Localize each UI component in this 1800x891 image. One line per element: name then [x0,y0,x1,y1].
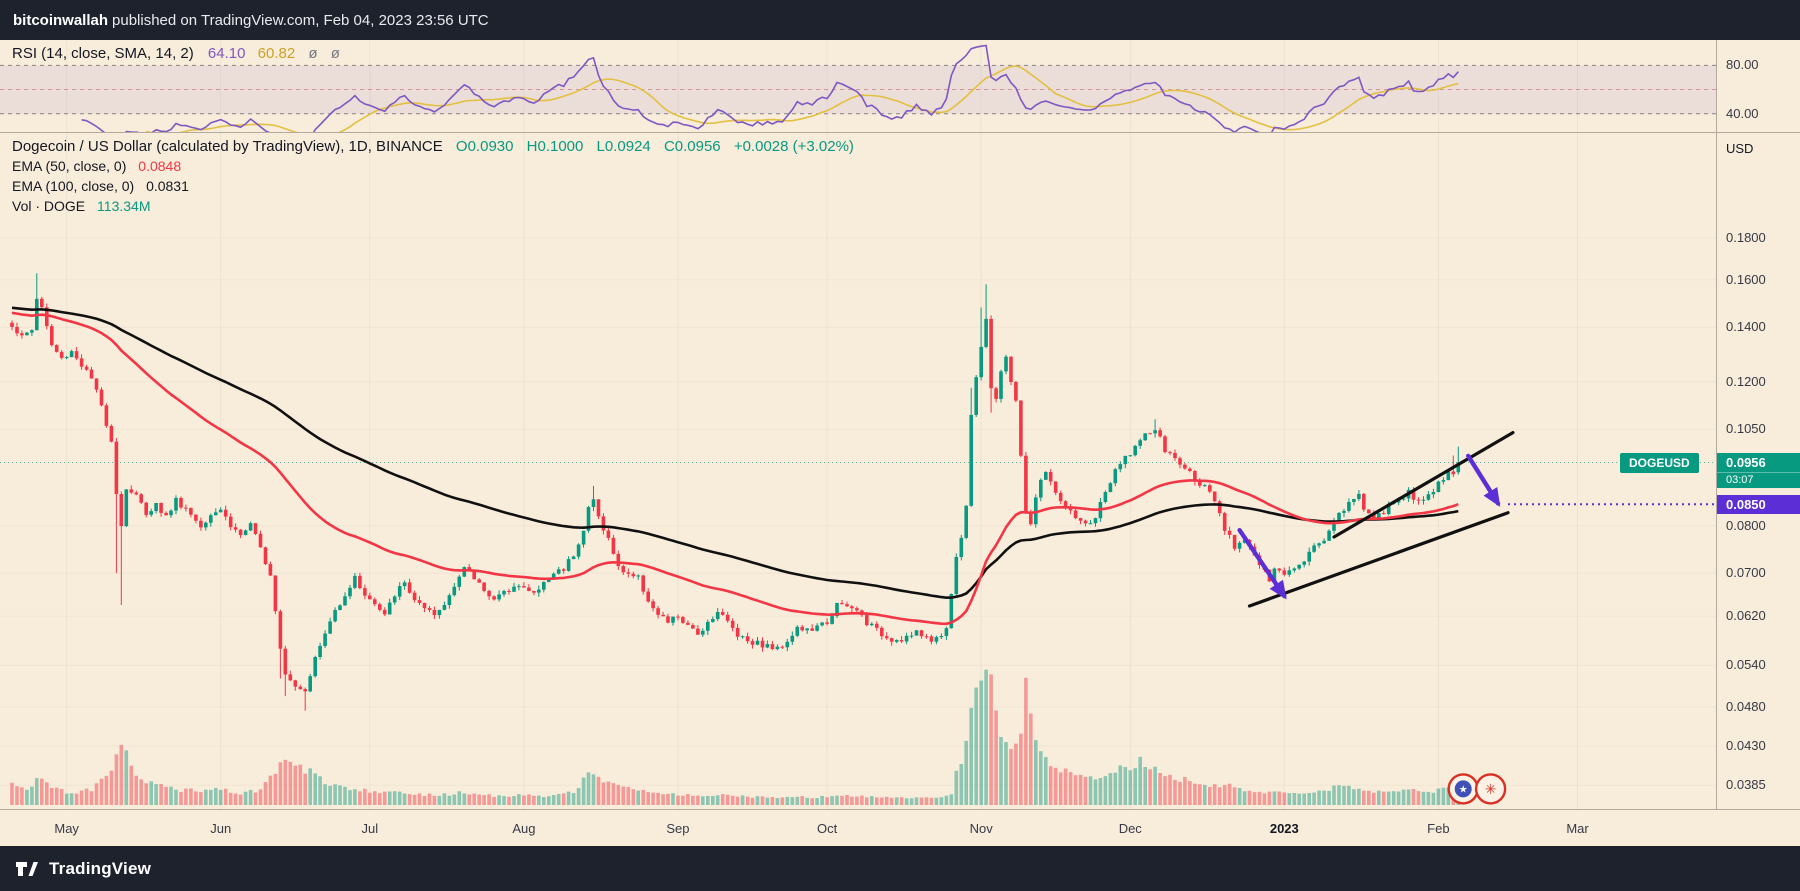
publication-header: bitcoinwallah published on TradingView.c… [0,0,1800,40]
brand-wordmark[interactable]: TradingView [49,858,152,878]
low-value: L0.0924 [596,138,651,155]
rsi-panel: RSI (14, close, SMA, 14, 2) 64.10 60.82 … [0,40,1800,133]
bar-countdown: 03:07 [1717,471,1800,488]
price-tick-label: 0.0620 [1726,608,1766,624]
time-tick-label: May [54,821,79,836]
price-chart-canvas[interactable]: ★ ✳ [0,133,1716,810]
svg-text:★: ★ [1459,784,1468,795]
volume-label: Vol · DOGE [12,198,86,214]
change-value: +0.0028 (+3.02%) [733,138,854,155]
ema100-value: 0.0831 [146,178,189,194]
time-tick-label: Sep [666,821,690,836]
currency-label: USD [1726,141,1754,156]
price-tick-label: 0.1400 [1726,319,1766,335]
time-tick-label: Aug [512,821,536,836]
ema50-label: EMA (50, close, 0) [12,158,127,174]
author-name: bitcoinwallah [13,11,109,29]
rsi-price-axis[interactable]: 80.00 40.00 [1716,40,1800,132]
price-tick-label: 0.1050 [1726,421,1766,437]
price-line-symbol-tag: DOGEUSD [1620,452,1699,473]
price-tick-label: 0.0540 [1726,657,1766,673]
time-tick-label: 2023 [1269,821,1299,836]
rsi-ma-value: 60.82 [257,45,296,62]
ema100-label: EMA (100, close, 0) [12,178,135,194]
price-tick-label: 0.1800 [1726,230,1766,245]
main-chart-legend: Dogecoin / US Dollar (calculated by Trad… [12,137,854,217]
time-tick-label: Dec [1118,821,1142,836]
drawing-price-label: 0.0850 [1717,495,1800,515]
time-tick-label: Mar [1566,821,1589,836]
rsi-indicator-label: RSI (14, close, SMA, 14, 2) [12,45,194,62]
rsi-plot-canvas[interactable] [0,40,1716,132]
publication-info: published on TradingView.com, Feb 04, 20… [112,11,489,29]
open-value: O0.0930 [455,138,514,155]
time-axis[interactable]: May Jun Jul Aug Sep Oct Nov Dec 2023 Feb Mar [0,811,1800,846]
price-tick-label: 0.0430 [1726,737,1766,753]
ohlc-values: O0.0930 H0.1000 L0.0924 C0.0956 +0.0028 … [447,138,854,155]
tradingview-logo[interactable] [14,856,40,882]
volume-value: 113.34M [97,198,151,214]
hide-indicator-icon[interactable]: ø [308,45,318,62]
rsi-value: 64.10 [207,45,246,62]
price-axis[interactable]: USD 0.0956 03:07 0.0850 0.1800 0.1600 0.14… [1716,133,1800,809]
price-tick-label: 0.0385 [1726,777,1766,793]
price-tick-label: 0.0800 [1726,517,1766,533]
time-tick-label: Jun [210,821,232,836]
rsi-tick-label: 80.00 [1726,57,1759,73]
rsi-legend: RSI (14, close, SMA, 14, 2) 64.10 60.82 … [12,44,340,63]
svg-text:✳: ✳ [1485,781,1497,797]
red-circle-badge-globe: ★ [1447,773,1479,805]
brand-footer: TradingView [0,846,1800,891]
red-circle-badge-star: ✳ [1474,773,1507,805]
price-tick-label: 0.1600 [1726,271,1766,287]
time-tick-label: Jul [361,821,379,836]
close-value: C0.0956 [663,138,721,155]
current-price-label: 0.0956 [1717,452,1800,472]
hide-indicator-icon[interactable]: ø [330,45,340,62]
time-tick-label: Nov [969,821,993,836]
time-tick-label: Feb [1427,821,1450,836]
rsi-tick-label: 40.00 [1726,105,1759,121]
main-chart-panel: ★ ✳ Dogecoin / US Dollar (calculated by T… [0,133,1800,810]
price-tick-label: 0.0480 [1726,698,1766,714]
high-value: H0.1000 [526,138,584,155]
ema50-value: 0.0848 [138,158,182,174]
symbol-title: Dogecoin / US Dollar (calculated by Trad… [12,138,443,155]
time-tick-label: Oct [816,821,838,836]
price-tick-label: 0.1200 [1726,373,1766,389]
price-tick-label: 0.0700 [1726,565,1766,581]
